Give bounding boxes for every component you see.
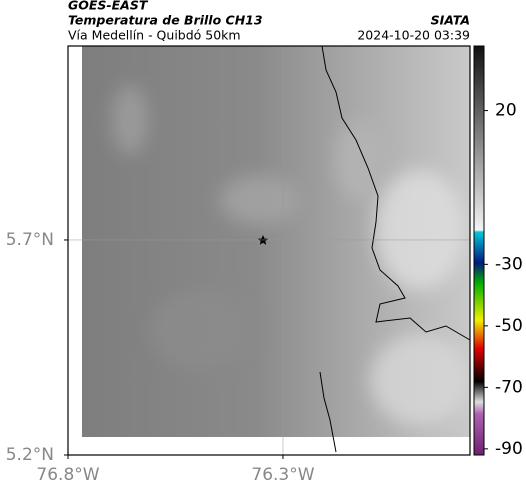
colorbar-tick-label: -90 [495,439,523,459]
y-tick-label: 5.7°N [6,230,54,250]
subtitle: Vía Medellín - Quibdó 50km [68,28,241,43]
colorbar-tick-label: -50 [495,316,523,336]
map-frame [67,45,471,456]
colorbar-tick-label: -30 [495,254,523,274]
timestamp: 2024-10-20 03:39 [357,28,470,43]
colorbar [473,45,485,456]
title: Temperatura de Brillo CH13 [68,13,263,28]
agency: SIATA [431,13,470,28]
border-line [319,45,471,453]
x-tick-label: 76.3°W [251,465,314,485]
x-tick-label: 76.8°W [36,465,99,485]
source: GOES-EAST [68,0,149,13]
y-tick-label: 5.2°N [6,445,54,465]
satellite-image [82,46,470,437]
colorbar-tick-label: 20 [495,101,517,121]
colorbar-tick-label: -70 [495,377,523,397]
